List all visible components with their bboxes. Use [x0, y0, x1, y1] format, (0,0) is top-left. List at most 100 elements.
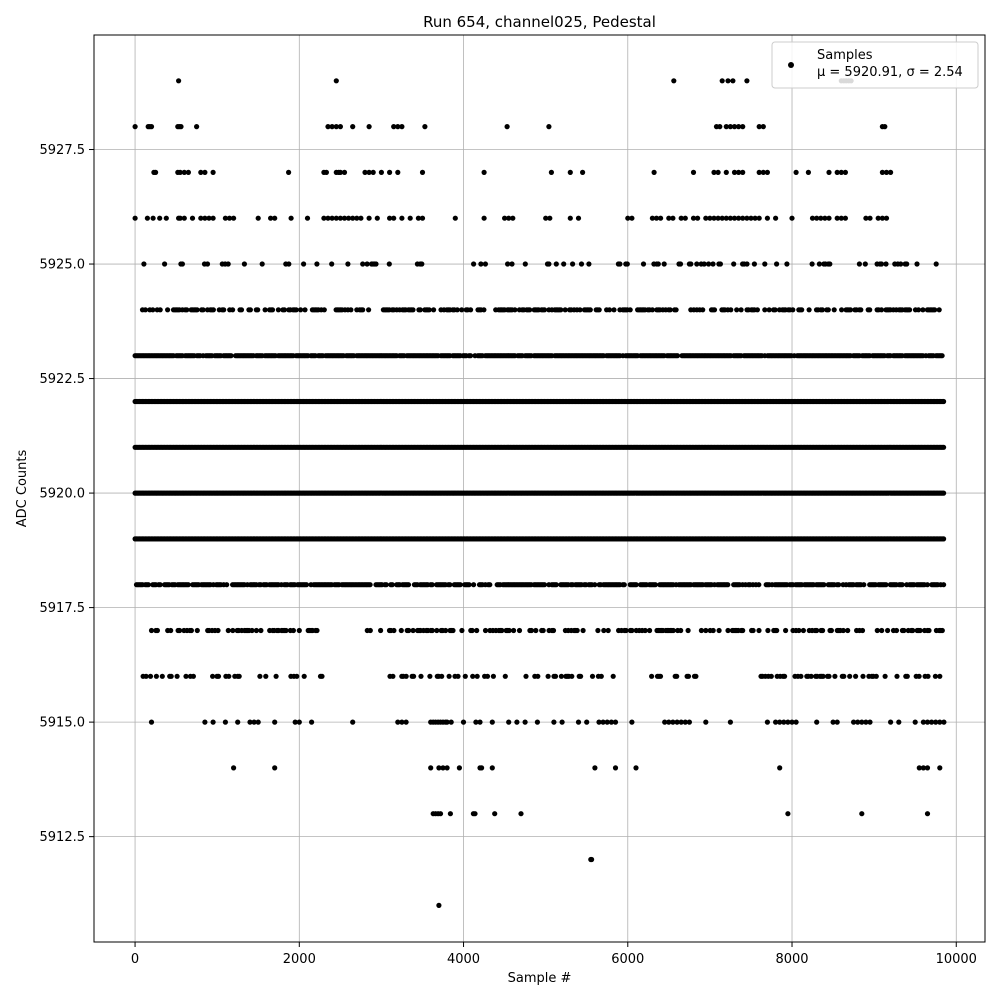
sample-point: [436, 765, 442, 771]
sample-point: [883, 169, 890, 175]
sample-point: [711, 169, 717, 175]
sample-point: [153, 673, 159, 679]
sample-point: [141, 261, 147, 267]
sample-point: [740, 215, 746, 221]
sample-point: [323, 169, 329, 175]
sample-point: [756, 169, 762, 175]
sample-point: [711, 215, 717, 221]
sample-point: [768, 673, 774, 679]
sample-point: [387, 169, 393, 175]
sample-point: [225, 261, 231, 267]
sample-point: [855, 719, 861, 725]
sample-point: [814, 215, 820, 221]
sample-point: [773, 719, 779, 725]
sample-point: [399, 124, 405, 130]
sample-point: [481, 215, 487, 221]
y-tick-label: 5927.5: [40, 143, 86, 158]
sample-point: [805, 169, 812, 175]
sample-point: [419, 261, 425, 267]
sample-point: [337, 169, 343, 175]
sample-point: [148, 719, 155, 725]
sample-point: [907, 307, 913, 313]
sample-point: [147, 673, 154, 679]
sample-point: [159, 673, 165, 679]
sample-point: [468, 307, 474, 313]
sample-point: [272, 765, 278, 771]
sample-point: [294, 673, 300, 679]
sample-point: [717, 261, 724, 267]
sample-point: [744, 261, 750, 267]
sample-point: [366, 124, 372, 130]
sample-point: [847, 673, 853, 679]
sample-point: [288, 215, 294, 221]
sample-point: [552, 673, 559, 679]
sample-point: [222, 719, 228, 725]
sample-point: [605, 627, 611, 634]
sample-point: [666, 719, 672, 725]
sample-point: [504, 124, 510, 130]
sample-point: [506, 719, 512, 725]
chart-title: Run 654, channel025, Pedestal: [423, 13, 656, 31]
sample-point: [715, 169, 721, 175]
sample-point: [586, 261, 592, 267]
sample-point: [751, 261, 758, 267]
sample-point: [255, 719, 261, 725]
sample-point: [674, 719, 680, 725]
sample-point: [575, 215, 582, 221]
sample-point: [268, 215, 274, 221]
sample-point: [710, 627, 716, 634]
sample-point: [916, 765, 922, 771]
sample-point: [577, 307, 583, 313]
sample-point: [867, 307, 873, 313]
sample-point: [454, 307, 460, 313]
sample-point: [772, 307, 778, 313]
sample-point: [189, 215, 196, 221]
sample-point: [920, 719, 927, 725]
sample-point: [533, 627, 539, 634]
sample-point: [731, 261, 737, 267]
sample-point: [589, 856, 595, 863]
sample-point: [584, 719, 590, 725]
sample-point: [391, 124, 397, 130]
sample-point: [329, 124, 335, 130]
sample-point: [756, 215, 762, 221]
sample-point: [924, 765, 931, 771]
sample-point: [814, 719, 820, 725]
sample-point: [686, 719, 693, 725]
sample-point: [574, 627, 580, 634]
sample-point: [390, 673, 396, 679]
sample-point: [883, 215, 890, 221]
sample-point: [894, 673, 900, 679]
sample-point: [132, 215, 138, 221]
x-tick-label: 4000: [447, 952, 480, 967]
legend: Samples μ = 5920.91, σ = 2.54: [771, 41, 979, 89]
sample-point: [346, 215, 352, 221]
sample-point: [132, 124, 138, 130]
sample-point: [740, 169, 746, 175]
sample-point: [472, 811, 478, 817]
sample-point: [247, 719, 253, 725]
sample-point: [649, 215, 656, 221]
sample-point: [809, 261, 815, 267]
sample-point: [469, 627, 475, 634]
sample-point: [302, 307, 308, 313]
sample-point: [474, 627, 480, 634]
sample-point: [685, 673, 692, 679]
sample-point: [354, 215, 360, 221]
sample-point: [419, 169, 426, 175]
sample-point: [490, 673, 496, 679]
sample-point: [800, 627, 807, 634]
sample-point: [883, 261, 889, 267]
sample-point: [670, 719, 676, 725]
sample-point: [444, 765, 450, 771]
sample-point: [674, 353, 681, 359]
sample-point: [924, 811, 931, 817]
sample-point: [727, 124, 734, 130]
sample-point: [740, 124, 746, 130]
sample-point: [405, 582, 412, 588]
sample-point: [893, 627, 900, 634]
sample-point: [194, 627, 200, 634]
sample-point: [941, 490, 947, 496]
sample-point: [920, 307, 926, 313]
sample-point: [185, 169, 191, 175]
